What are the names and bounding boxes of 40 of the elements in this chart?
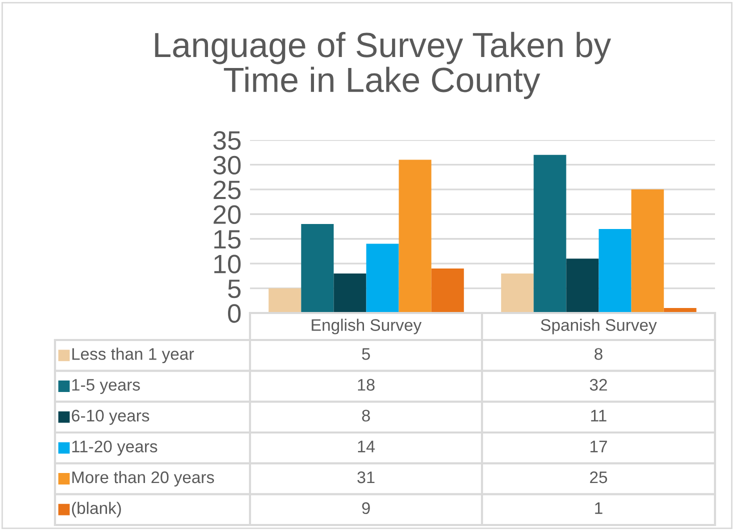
- data-label: 8: [594, 348, 602, 360]
- data-label: 9: [362, 502, 370, 514]
- data-label: 5: [362, 348, 370, 360]
- y-tick-label: 10: [214, 254, 241, 274]
- data-label: 32: [590, 378, 607, 391]
- bar: [268, 288, 302, 313]
- bar: [431, 268, 464, 313]
- bar: [598, 228, 632, 313]
- bar: [334, 273, 366, 313]
- bar: [534, 154, 566, 313]
- y-tick-label: 15: [214, 230, 241, 249]
- bar: [501, 273, 534, 313]
- y-tick-label: 25: [214, 180, 241, 200]
- bar: [398, 160, 432, 313]
- data-label: 25: [590, 471, 608, 484]
- legend-label: (blank): [72, 502, 121, 518]
- y-tick-label: 0: [228, 304, 241, 323]
- legend-label: More than 20 years: [72, 470, 214, 487]
- legend-label: 1-5 years: [72, 379, 140, 394]
- chart-title: Language of Survey Taken by Time in Lake County: [155, 32, 612, 100]
- bar: [566, 258, 599, 313]
- bar: [301, 224, 334, 313]
- data-label: 8: [362, 410, 370, 422]
- y-tick-label: 5: [228, 280, 241, 298]
- bar: [366, 244, 399, 313]
- bar: [631, 189, 664, 313]
- data-label: 17: [590, 440, 607, 452]
- y-tick-label: 30: [213, 156, 241, 175]
- data-label: 14: [358, 440, 375, 452]
- data-label: 11: [591, 410, 606, 422]
- data-label: 31: [357, 471, 374, 484]
- legend-label: Less than 1 year: [72, 348, 194, 364]
- data-label: 18: [358, 378, 375, 391]
- data-label: 1: [595, 502, 602, 514]
- legend-label: 6-10 years: [72, 410, 150, 425]
- legend-label: 11-20 years: [72, 440, 158, 456]
- x-tick-label: English Survey: [312, 318, 422, 334]
- y-tick-label: 35: [213, 131, 241, 150]
- x-tick-label: Spanish Survey: [540, 318, 657, 334]
- y-tick-label: 20: [214, 205, 241, 224]
